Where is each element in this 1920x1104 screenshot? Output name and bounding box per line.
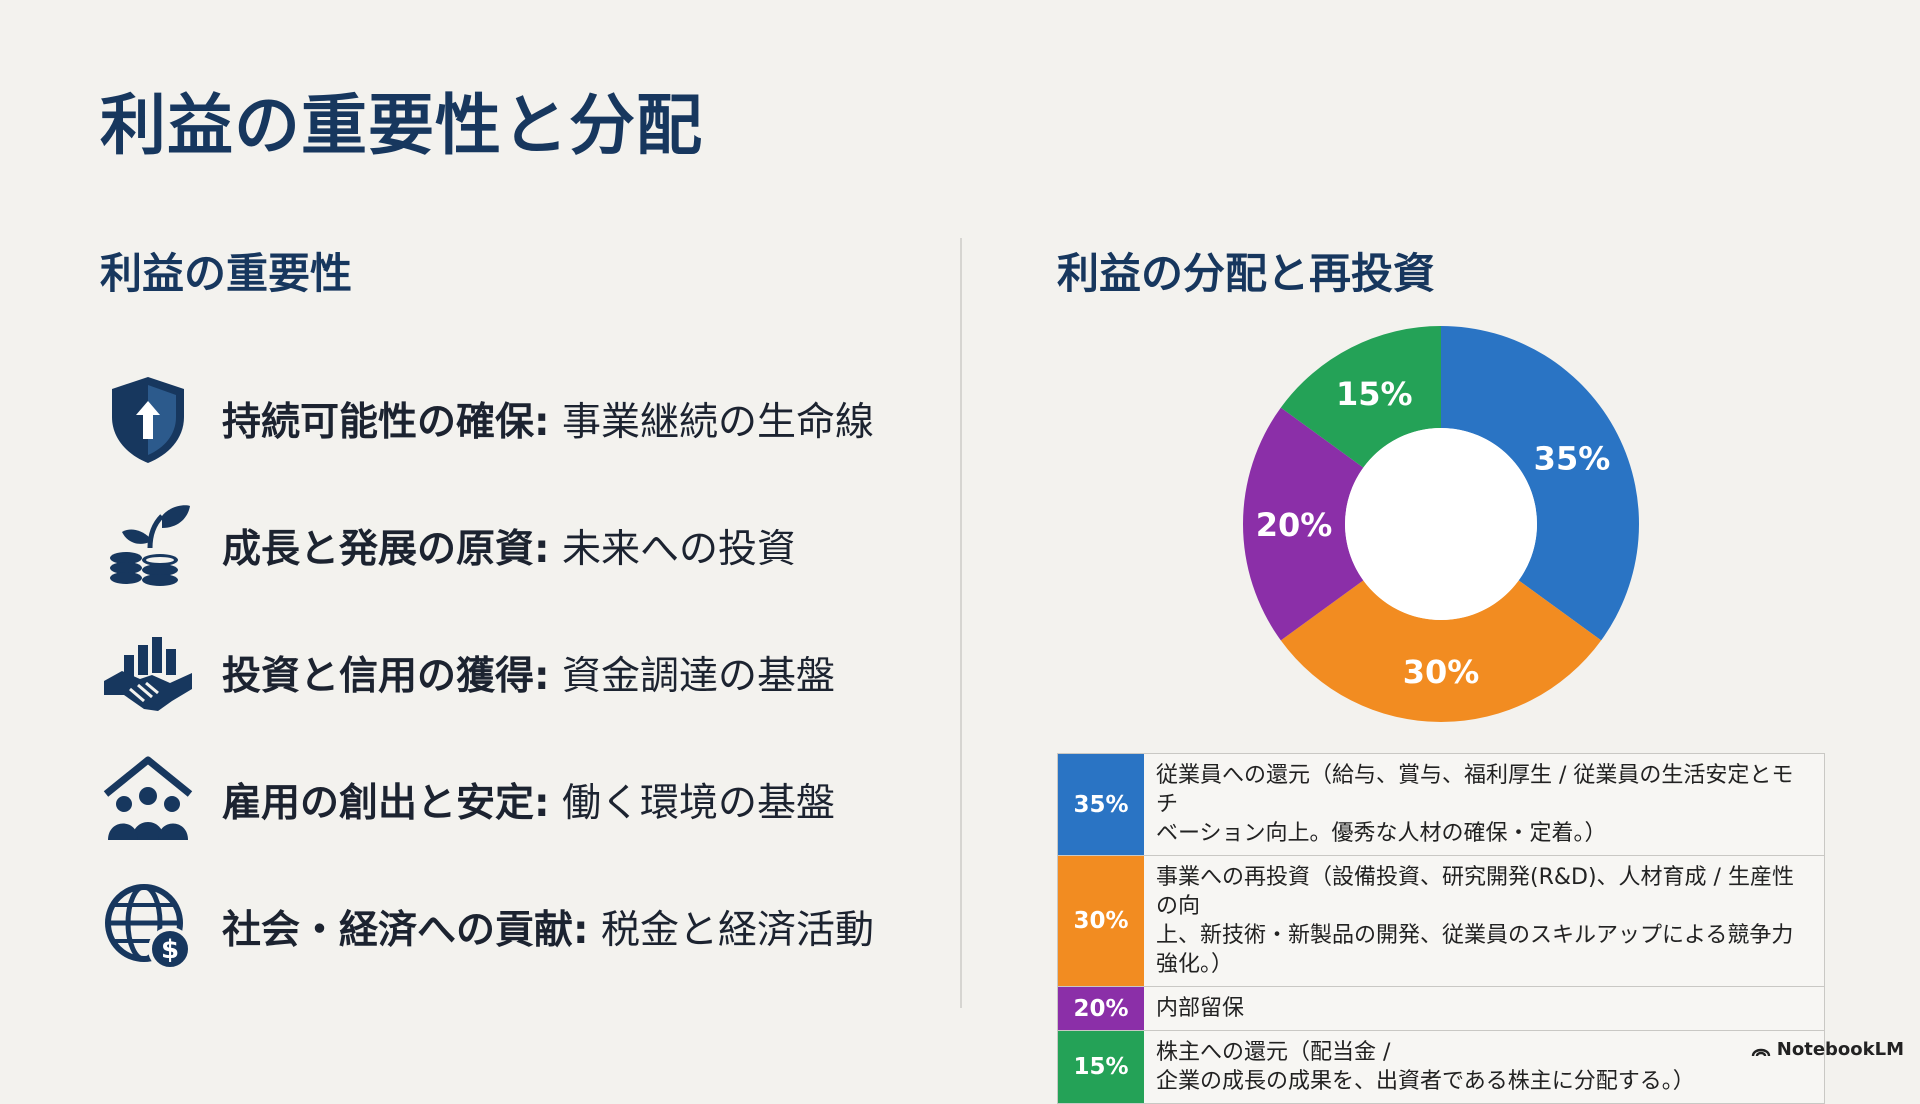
legend-line: 上、新技術・新製品の開発、従業員のスキルアップによる競争力強化。） — [1156, 923, 1794, 977]
globe-dollar-icon: $ — [105, 883, 192, 971]
donut-slice — [1280, 580, 1602, 722]
distribution-donut-chart: 35% 30% 20% 15% — [1243, 326, 1639, 722]
brand-label: NotebookLM — [1776, 1039, 1904, 1060]
distribution-legend-table: 35% 従業員への還元（給与、賞与、福利厚生 / 従業員の生活安定とモチベーション… — [1057, 753, 1825, 1104]
legend-row: 15% 株主への還元（配当金 / 企業の成長の成果を、出資者である株主に分配する。） — [1058, 1031, 1824, 1103]
notebooklm-brand: NotebookLM — [1751, 1039, 1904, 1060]
legend-line: 事業への再投資（設備投資、研究開発(R&D)、人材育成 / 生産性の向 — [1156, 865, 1794, 919]
item-title: 雇用の創出と安定: — [222, 780, 550, 826]
legend-description: 内部留保 — [1144, 987, 1824, 1030]
donut-slice — [1243, 407, 1364, 641]
item-description: 税金と経済活動 — [588, 907, 875, 953]
donut-hole — [1345, 428, 1537, 620]
list-item: 成長と発展の原資: 未来への投資 — [100, 482, 880, 609]
sprout-coins-icon — [110, 504, 190, 586]
slice-label: 20% — [1256, 506, 1333, 544]
legend-line: ベーション向上。優秀な人材の確保・定着。） — [1156, 821, 1607, 846]
distribution-heading: 利益の分配と再投資 — [1057, 249, 1436, 298]
house-people-icon — [103, 756, 193, 840]
legend-row: 20% 内部留保 — [1058, 987, 1824, 1031]
item-description: 働く環境の基盤 — [549, 780, 836, 826]
importance-heading: 利益の重要性 — [100, 249, 353, 298]
legend-line: 内部留保 — [1156, 996, 1245, 1021]
legend-line: 株主への還元（配当金 / — [1156, 1040, 1391, 1065]
item-description: 未来への投資 — [549, 526, 797, 572]
donut-slice — [1441, 326, 1639, 641]
item-title: 社会・経済への貢献: — [222, 907, 589, 953]
list-item: 持続可能性の確保: 事業継続の生命線 — [100, 355, 880, 482]
handshake-chart-icon — [104, 636, 192, 711]
item-title: 成長と発展の原資: — [222, 526, 550, 572]
notebooklm-logo-icon — [1751, 1048, 1770, 1056]
legend-row: 35% 従業員への還元（給与、賞与、福利厚生 / 従業員の生活安定とモチベーション… — [1058, 754, 1824, 856]
slice-label: 30% — [1403, 653, 1480, 691]
slice-label: 35% — [1534, 439, 1611, 477]
legend-description: 事業への再投資（設備投資、研究開発(R&D)、人材育成 / 生産性の向 上、新技術… — [1144, 856, 1824, 986]
column-divider — [960, 238, 962, 1008]
shield-arrow-icon — [112, 376, 184, 463]
legend-line: 企業の成長の成果を、出資者である株主に分配する。） — [1156, 1069, 1695, 1094]
legend-line: 従業員への還元（給与、賞与、福利厚生 / 従業員の生活安定とモチ — [1156, 763, 1794, 817]
legend-percentage: 30% — [1058, 856, 1144, 986]
donut-slice — [1280, 326, 1441, 468]
legend-percentage: 20% — [1058, 987, 1144, 1030]
slice-label: 15% — [1336, 375, 1413, 413]
legend-row: 30% 事業への再投資（設備投資、研究開発(R&D)、人材育成 / 生産性の向 上、… — [1058, 856, 1824, 987]
legend-description: 従業員への還元（給与、賞与、福利厚生 / 従業員の生活安定とモチベーション向上。… — [1144, 754, 1824, 855]
legend-percentage: 35% — [1058, 754, 1144, 855]
list-item: 投資と信用の獲得: 資金調達の基盤 — [100, 609, 880, 736]
legend-percentage: 15% — [1058, 1031, 1144, 1103]
item-description: 事業継続の生命線 — [549, 399, 875, 445]
importance-list: 持続可能性の確保: 事業継続の生命線 成長と発展の原資: 未来への投資 — [100, 355, 880, 990]
item-title: 持続可能性の確保: — [222, 399, 550, 445]
legend-description: 株主への還元（配当金 / 企業の成長の成果を、出資者である株主に分配する。） — [1144, 1031, 1824, 1103]
list-item: $ 社会・経済への貢献: 税金と経済活動 — [100, 863, 880, 990]
item-description: 資金調達の基盤 — [549, 653, 836, 699]
page-title: 利益の重要性と分配 — [100, 87, 703, 164]
svg-text:$: $ — [161, 935, 179, 965]
list-item: 雇用の創出と安定: 働く環境の基盤 — [100, 736, 880, 863]
item-title: 投資と信用の獲得: — [222, 653, 550, 699]
